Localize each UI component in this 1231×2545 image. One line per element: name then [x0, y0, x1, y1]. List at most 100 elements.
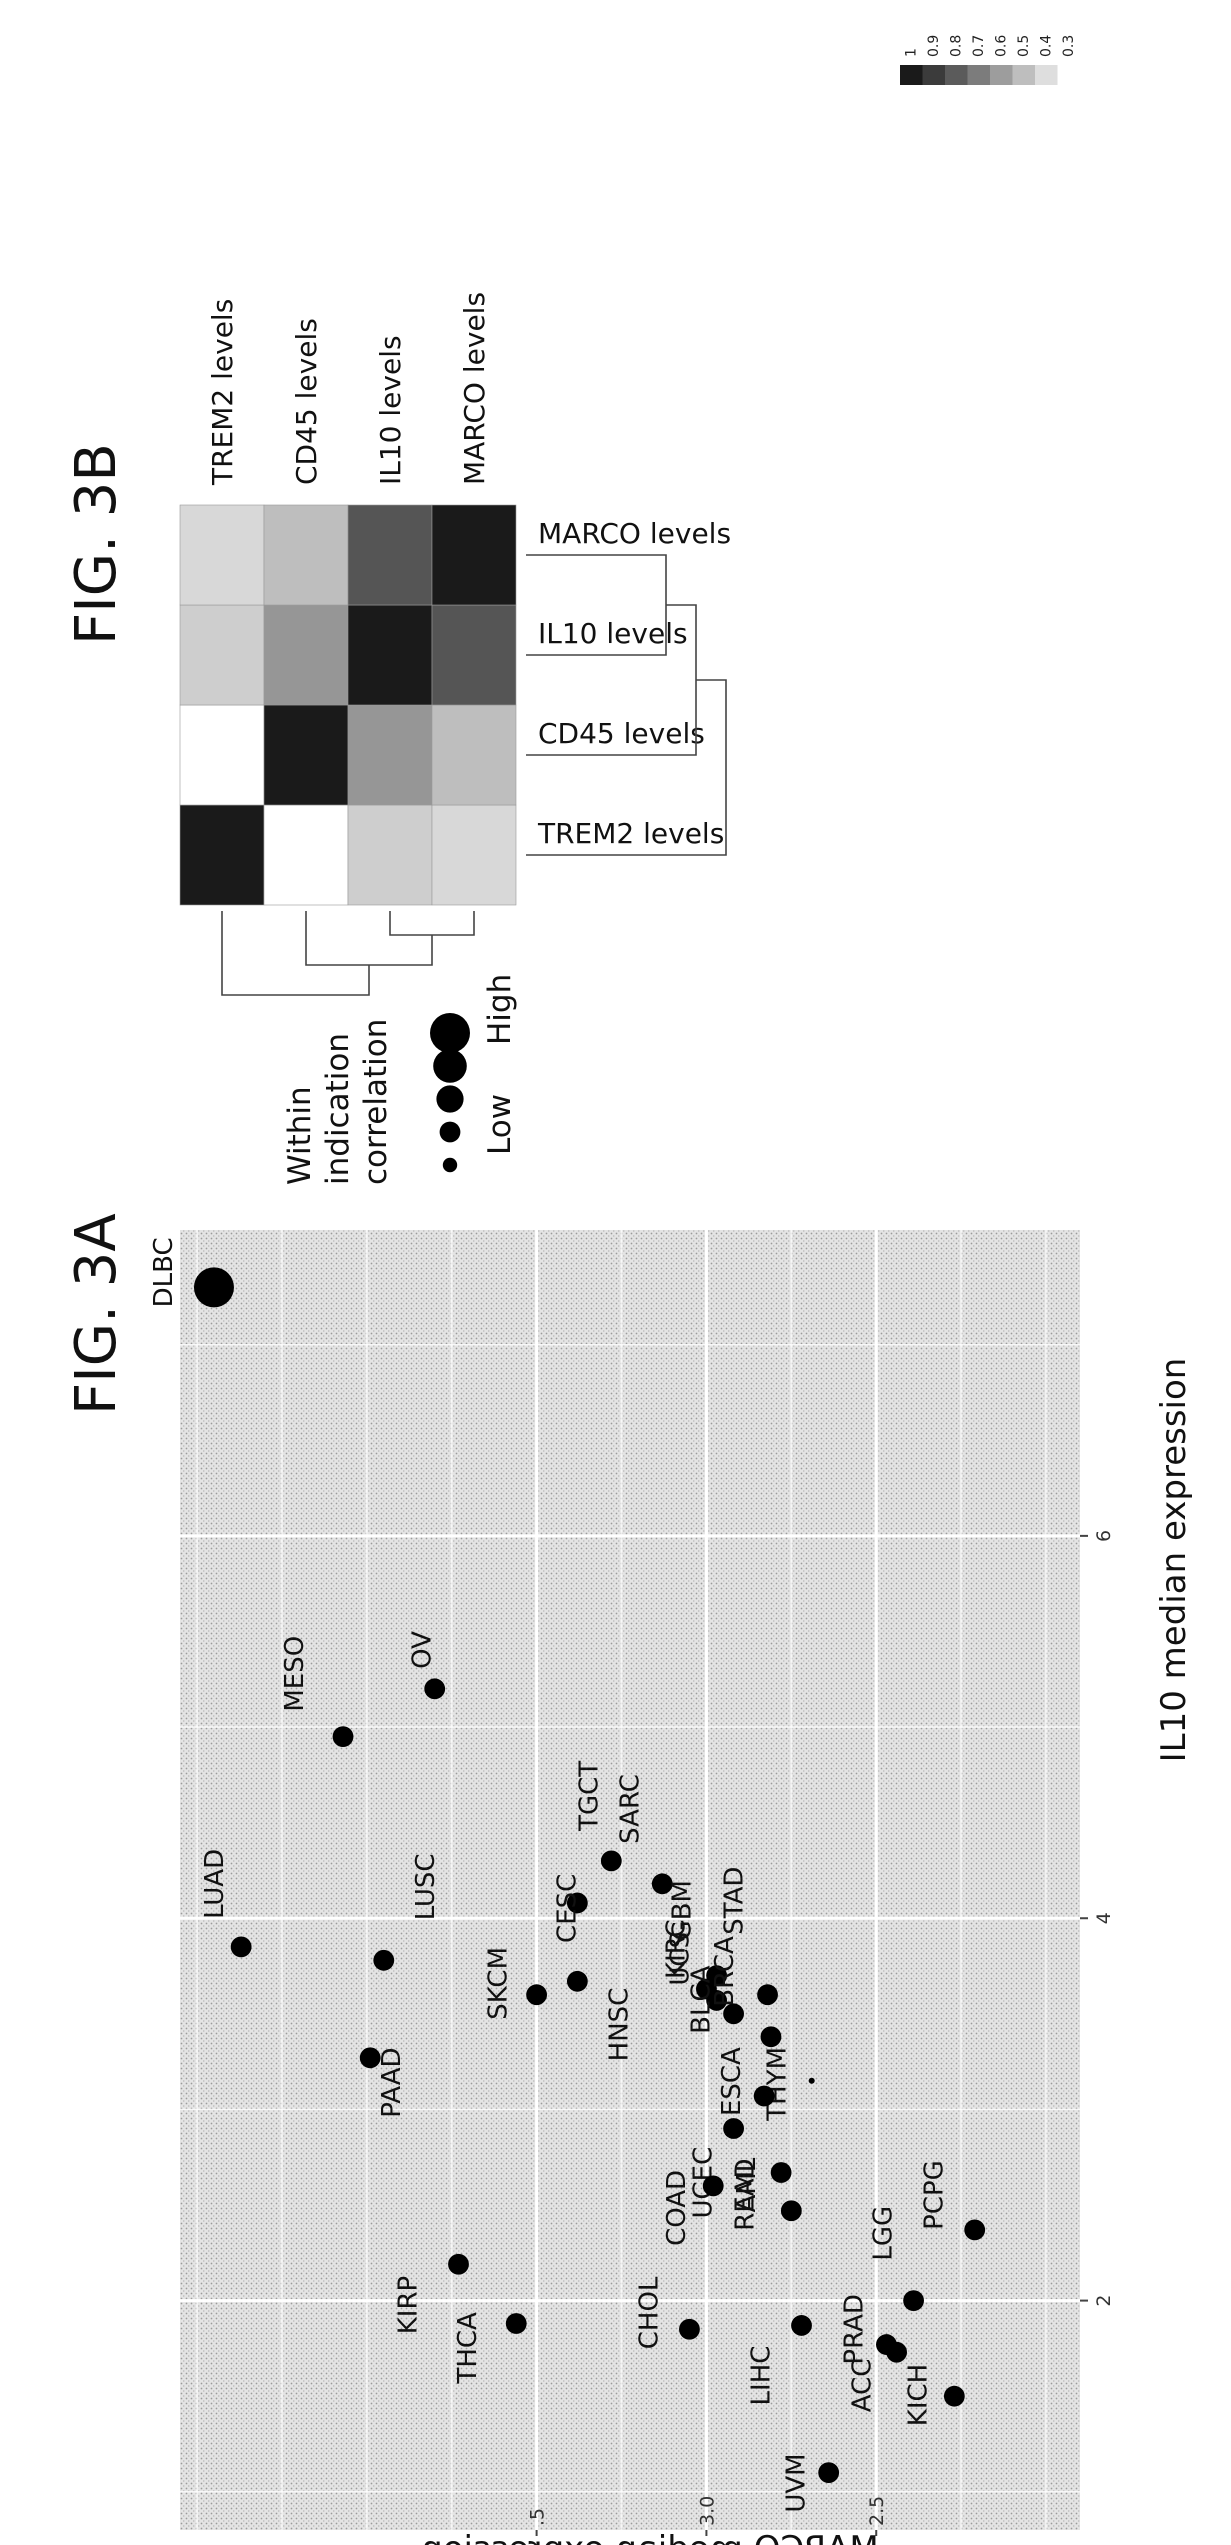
point-label: SARC	[615, 1774, 645, 1844]
colorbar-segment	[945, 65, 968, 85]
heatmap-cell	[431, 804, 517, 906]
data-point	[679, 2318, 700, 2340]
data-point	[448, 2253, 469, 2275]
y-tick-label: .5	[527, 2508, 549, 2526]
colorbar-tick-label: 0.5	[1016, 35, 1032, 57]
data-point	[886, 2341, 908, 2363]
data-point	[780, 2200, 802, 2222]
point-label: ACC	[848, 2359, 878, 2413]
point-label: LIHC	[747, 2346, 777, 2406]
point-label: BRCA	[710, 1936, 740, 2007]
heatmap-cell	[431, 604, 517, 706]
heatmap-cell	[347, 504, 433, 606]
scatter-chart: 2 4 6 2.5 3.0 .5 IL10 median expression MARCO m…	[149, 1230, 1194, 2545]
heatmap-column-label: TREM2 levels	[537, 817, 724, 850]
point-label: OV	[408, 1631, 438, 1669]
data-point	[964, 2219, 986, 2241]
data-point	[193, 1267, 234, 1308]
heatmap-column-label: IL10 levels	[538, 617, 688, 650]
data-point	[651, 1873, 673, 1895]
point-label: KIRP	[393, 2276, 423, 2334]
data-point	[791, 2315, 812, 2336]
row-dendrogram-branch	[305, 911, 433, 966]
data-point	[702, 2175, 724, 2197]
data-point	[230, 1936, 252, 1958]
heatmap-cell	[263, 604, 349, 706]
heatmap-cell	[179, 504, 265, 606]
point-label: READ	[730, 2158, 760, 2230]
data-point	[757, 1984, 778, 2006]
legend-title-line: Within	[282, 1086, 318, 1185]
y-tick-label: 3.0	[696, 2496, 718, 2526]
data-point	[818, 2462, 840, 2484]
x-axis-title: IL10 median expression	[1154, 1358, 1194, 1763]
legend-size-marker	[430, 1013, 470, 1053]
y-tick-label: 2.5	[866, 2496, 888, 2526]
data-point	[505, 2313, 527, 2334]
heatmap-cell	[347, 704, 433, 806]
colorbar-tick-label: 0.8	[948, 35, 964, 57]
column-dendrogram-branch	[526, 679, 727, 856]
colorbar-segment	[967, 65, 991, 85]
heatmap-cell	[179, 604, 265, 706]
point-label: PRAD	[839, 2294, 869, 2365]
heatmap-cell	[263, 504, 349, 606]
heatmap-cell	[263, 804, 349, 906]
point-label: LGG	[869, 2206, 899, 2261]
plot-panel	[180, 1230, 1080, 2530]
heatmap-column-label: CD45 levels	[538, 717, 705, 750]
colorbar-segment	[1057, 65, 1081, 85]
data-point	[723, 2003, 744, 2025]
data-point	[373, 1949, 395, 1971]
point-label: GBM	[668, 1880, 698, 1940]
point-label: PAAD	[377, 2047, 407, 2117]
legend-title-line: correlation	[358, 1019, 394, 1185]
heatmap-column-label: MARCO levels	[538, 517, 731, 550]
heatmap-row-label: TREM2 levels	[206, 299, 239, 486]
point-label: THYM	[763, 2047, 793, 2122]
point-label: SKCM	[484, 1947, 514, 2020]
data-point	[770, 2162, 792, 2183]
colorbar-segment	[990, 65, 1013, 85]
data-point	[753, 2085, 775, 2107]
heatmap-cell	[263, 704, 349, 806]
point-label: ESCA	[717, 2047, 747, 2116]
heatmap-cell	[431, 504, 517, 606]
point-label: MESO	[280, 1636, 310, 1712]
data-point	[359, 2047, 381, 2069]
heatmap-cell	[347, 804, 433, 906]
heatmap-cell	[347, 604, 433, 706]
point-label: LUSC	[411, 1853, 441, 1920]
legend-size-marker	[433, 1049, 467, 1083]
data-point	[566, 1970, 588, 1992]
point-label: CESC	[552, 1874, 582, 1943]
data-point	[332, 1726, 354, 1748]
point-label: UCS	[666, 1932, 696, 1986]
heatmap-row-label: IL10 levels	[374, 335, 407, 485]
row-dendrogram-branch	[221, 911, 370, 996]
point-label: STAD	[720, 1867, 750, 1935]
data-point	[566, 1892, 588, 1914]
x-tick-label: 4	[1093, 1912, 1115, 1924]
colorbar-segment	[922, 65, 946, 85]
colorbar-tick-label: 0.6	[993, 35, 1009, 57]
data-point	[526, 1984, 548, 2006]
legend-high-label: High	[482, 974, 518, 1045]
data-point	[600, 1850, 622, 1872]
data-point	[808, 2077, 815, 2084]
colorbar-segment	[900, 65, 923, 85]
legend-size-marker	[442, 1157, 458, 1173]
legend-title-line: indication	[320, 1033, 356, 1185]
colorbar-tick-label: 0.3	[1061, 35, 1077, 57]
x-tick-label: 2	[1093, 2295, 1115, 2307]
colorbar-tick-label: 0.9	[926, 35, 942, 57]
colorbar-tick-label: 0.4	[1038, 35, 1054, 57]
row-dendrogram-branch	[389, 911, 475, 936]
heatmap-cell	[179, 804, 265, 906]
legend-low-label: Low	[482, 1094, 518, 1155]
data-point	[760, 2026, 782, 2048]
data-point	[903, 2290, 924, 2311]
